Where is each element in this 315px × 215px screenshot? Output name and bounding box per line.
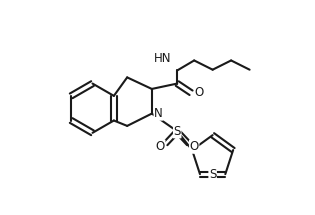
Text: O: O (156, 140, 165, 153)
Text: S: S (174, 125, 181, 138)
Text: O: O (194, 86, 203, 99)
Text: O: O (190, 140, 199, 153)
Text: N: N (154, 107, 163, 120)
Text: S: S (209, 168, 216, 181)
Text: HN: HN (153, 52, 171, 65)
